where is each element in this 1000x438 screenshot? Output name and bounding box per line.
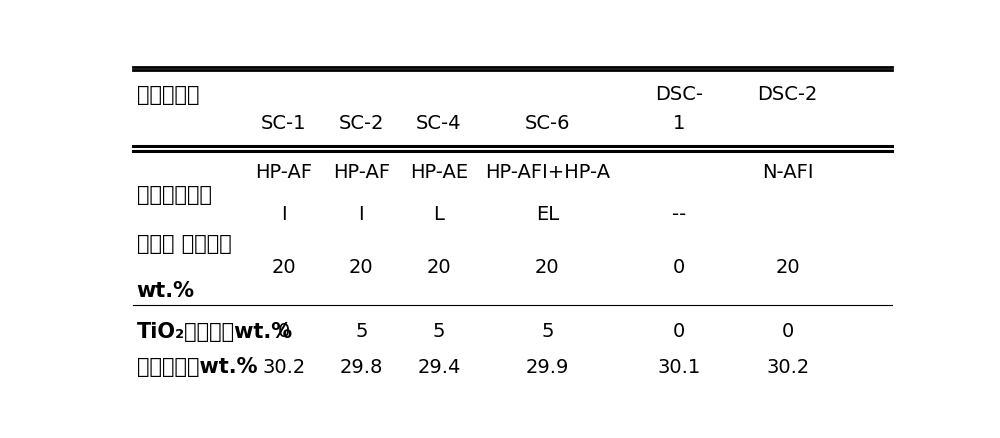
Text: EL: EL (536, 205, 559, 224)
Text: TiO₂加入量，wt.%: TiO₂加入量，wt.% (137, 321, 293, 341)
Text: HP-AE: HP-AE (410, 163, 468, 182)
Text: N-AFI: N-AFI (762, 163, 813, 182)
Text: 分子筛 加入量，: 分子筛 加入量， (137, 233, 231, 253)
Text: 29.9: 29.9 (526, 357, 569, 376)
Text: 分子筛的类型: 分子筛的类型 (137, 184, 212, 204)
Text: HP-AF: HP-AF (255, 163, 312, 182)
Text: HP-AFI+HP-A: HP-AFI+HP-A (485, 163, 610, 182)
Text: SC-2: SC-2 (339, 114, 384, 133)
Text: 30.1: 30.1 (658, 357, 701, 376)
Text: 30.2: 30.2 (262, 357, 306, 376)
Text: 20: 20 (427, 257, 451, 276)
Text: 29.4: 29.4 (417, 357, 461, 376)
Text: 30.2: 30.2 (766, 357, 809, 376)
Text: 催化剂编号: 催化剂编号 (137, 85, 199, 105)
Text: 20: 20 (775, 257, 800, 276)
Text: 0: 0 (782, 321, 794, 340)
Text: 5: 5 (433, 321, 445, 340)
Text: 0: 0 (673, 257, 685, 276)
Text: wt.%: wt.% (137, 280, 195, 300)
Text: I: I (281, 205, 287, 224)
Text: SC-1: SC-1 (261, 114, 307, 133)
Text: 金属含量，wt.%: 金属含量，wt.% (137, 356, 257, 376)
Text: 20: 20 (535, 257, 560, 276)
Text: I: I (359, 205, 364, 224)
Text: 5: 5 (355, 321, 368, 340)
Text: HP-AF: HP-AF (333, 163, 390, 182)
Text: 1: 1 (673, 114, 685, 133)
Text: L: L (433, 205, 444, 224)
Text: SC-6: SC-6 (525, 114, 570, 133)
Text: SC-4: SC-4 (416, 114, 462, 133)
Text: DSC-: DSC- (655, 85, 703, 104)
Text: 0: 0 (278, 321, 290, 340)
Text: 20: 20 (349, 257, 374, 276)
Text: DSC-2: DSC-2 (757, 85, 818, 104)
Text: 5: 5 (541, 321, 554, 340)
Text: --: -- (672, 205, 686, 224)
Text: 20: 20 (272, 257, 296, 276)
Text: 29.8: 29.8 (340, 357, 383, 376)
Text: 0: 0 (673, 321, 685, 340)
